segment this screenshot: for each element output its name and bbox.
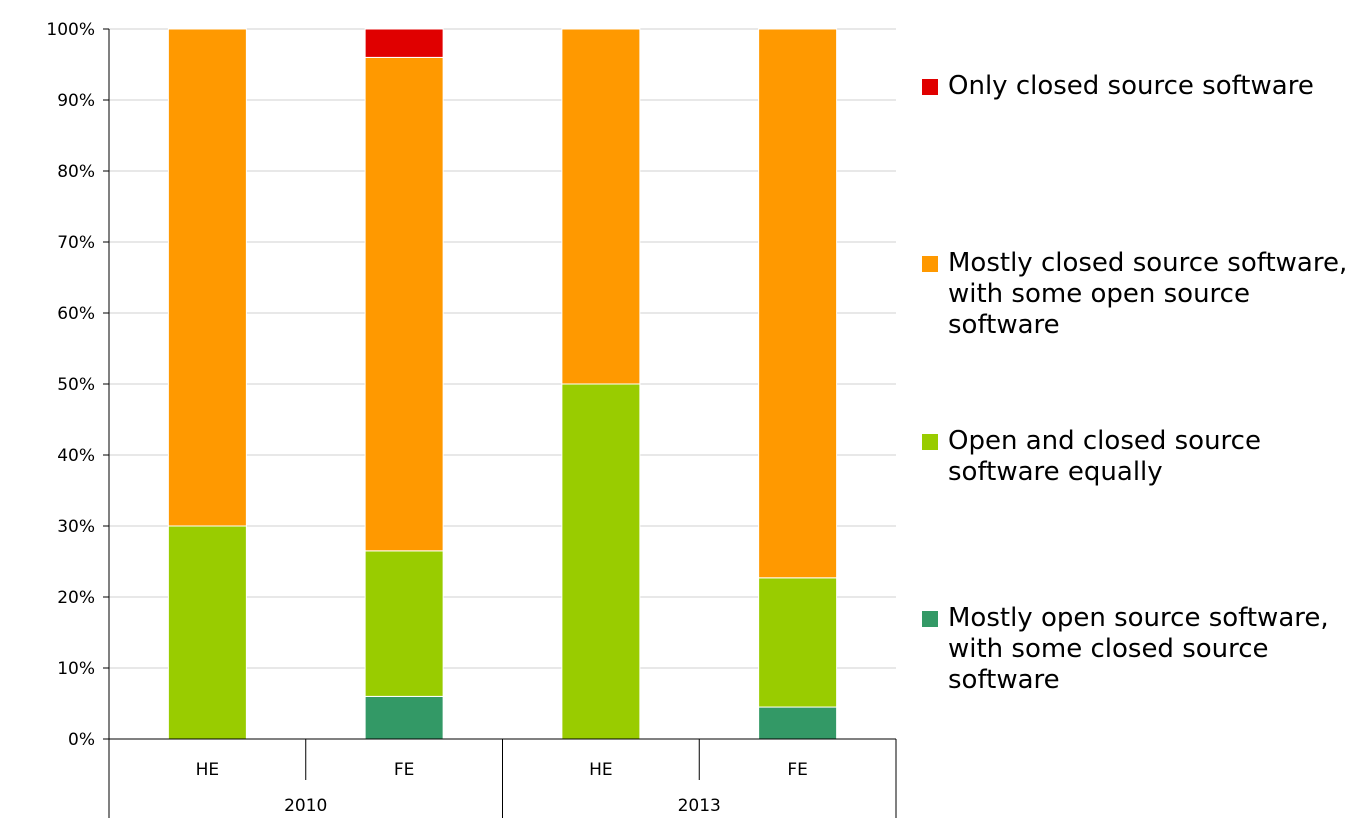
bar-segment [364, 28, 444, 58]
bar-segment [561, 28, 641, 385]
y-tick-label: 100% [46, 20, 95, 40]
stacked-bar-chart: 0% 10% 20% 30% 40% 50% 60% 70% 80% 90% 100% HE FE HE F… [46, 20, 897, 818]
legend-label: Only closed source software [948, 71, 1314, 101]
y-tick-label: 80% [57, 162, 95, 182]
bar-segment [758, 706, 838, 740]
legend-item-mostly-open: Mostly open source software, with some c… [922, 603, 1367, 696]
legend-item-mostly-closed: Mostly closed source software, with some… [922, 248, 1367, 341]
bar-segment [561, 383, 641, 740]
y-tick-label: 10% [57, 659, 95, 679]
bar-segment [167, 525, 247, 740]
y-tick-label: 70% [57, 233, 95, 253]
x-tick-label: HE [589, 760, 613, 780]
bar-segment [364, 550, 444, 697]
bar-segment [758, 28, 838, 579]
bar-segment [364, 56, 444, 552]
y-tick-label: 40% [57, 446, 95, 466]
y-tick-label: 50% [57, 375, 95, 395]
bar-segment [167, 28, 247, 527]
legend-swatch [922, 256, 938, 272]
x-group-label: 2013 [678, 796, 721, 816]
y-tick-label: 30% [57, 517, 95, 537]
bar-segment [364, 695, 444, 740]
legend-swatch [922, 434, 938, 450]
legend-label: Open and closed source software equally [948, 426, 1261, 487]
y-tick-label: 90% [57, 91, 95, 111]
x-group-label: 2010 [284, 796, 327, 816]
legend-item-only-closed: Only closed source software [922, 71, 1367, 102]
legend-swatch [922, 79, 938, 95]
legend-label: Mostly open source software, with some c… [948, 603, 1329, 695]
y-tick-label: 0% [68, 730, 95, 750]
legend-swatch [922, 611, 938, 627]
y-tick-label: 60% [57, 304, 95, 324]
bar-segment [758, 577, 838, 708]
x-tick-label: FE [394, 760, 415, 780]
x-tick-label: HE [196, 760, 220, 780]
legend-item-equal: Open and closed source software equally [922, 426, 1308, 488]
legend-label: Mostly closed source software, with some… [948, 248, 1348, 340]
x-tick-label: FE [787, 760, 808, 780]
y-tick-label: 20% [57, 588, 95, 608]
chart-legend: Only closed source software Mostly close… [922, 0, 1367, 837]
